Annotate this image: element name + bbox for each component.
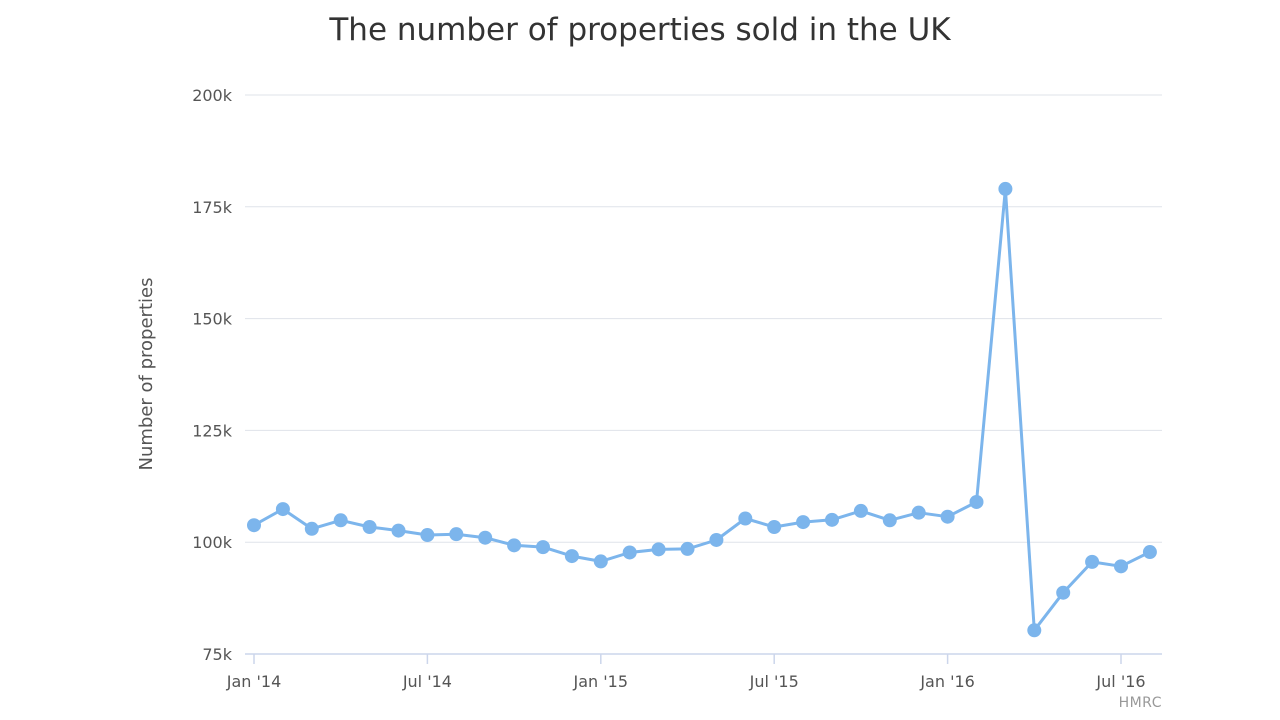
series-line-group	[247, 181, 1157, 638]
x-tick-label: Jan '15	[573, 672, 629, 691]
data-point	[391, 523, 406, 538]
data-point	[622, 545, 637, 560]
data-point	[1085, 554, 1100, 569]
data-point	[680, 541, 695, 556]
y-axis-labels: 75k 100k 125k 150k 175k 200k	[192, 86, 233, 664]
source-credit: HMRC	[1118, 695, 1162, 711]
data-point	[507, 538, 522, 553]
chart-title: The number of properties sold in the UK	[329, 12, 951, 48]
data-point	[882, 513, 897, 528]
data-point	[1027, 623, 1042, 638]
data-point	[969, 494, 984, 509]
data-point	[853, 503, 868, 518]
data-point	[998, 181, 1013, 196]
data-point	[940, 509, 955, 524]
x-tick-label: Jan '14	[226, 672, 282, 691]
data-point	[275, 502, 290, 517]
data-point	[478, 530, 493, 545]
data-point	[738, 511, 753, 526]
data-point	[651, 542, 666, 557]
data-point	[362, 519, 377, 534]
grid-lines	[245, 94, 1162, 543]
data-point	[1114, 559, 1128, 574]
data-point	[825, 512, 839, 527]
y-tick-label: 125k	[192, 421, 233, 440]
x-tick-label: Jul '16	[1095, 672, 1145, 691]
y-tick-label: 200k	[192, 86, 233, 105]
data-point	[911, 505, 926, 520]
data-point	[709, 532, 724, 547]
data-point	[247, 518, 261, 533]
data-point	[420, 528, 435, 543]
x-tick-label: Jan '16	[919, 672, 975, 691]
data-point	[536, 540, 550, 555]
data-point	[564, 549, 579, 564]
y-tick-label: 175k	[192, 198, 233, 217]
data-point	[593, 554, 608, 569]
y-axis-title: Number of properties	[136, 278, 157, 471]
data-point	[1056, 585, 1071, 600]
y-tick-label: 150k	[192, 310, 233, 329]
x-axis: Jan '14 Jul '14 Jan '15 Jul '15 Jan '16 Jul '…	[226, 653, 1162, 691]
data-point	[796, 515, 811, 530]
x-tick-label: Jul '14	[402, 672, 452, 691]
data-point	[767, 519, 782, 534]
x-tick-label: Jul '15	[749, 672, 799, 691]
y-tick-label: 75k	[202, 645, 232, 664]
data-point	[333, 513, 348, 528]
data-point	[1142, 545, 1157, 560]
data-point	[304, 521, 319, 536]
y-tick-label: 100k	[192, 533, 233, 552]
data-point	[449, 527, 464, 542]
series-line	[252, 187, 1152, 632]
